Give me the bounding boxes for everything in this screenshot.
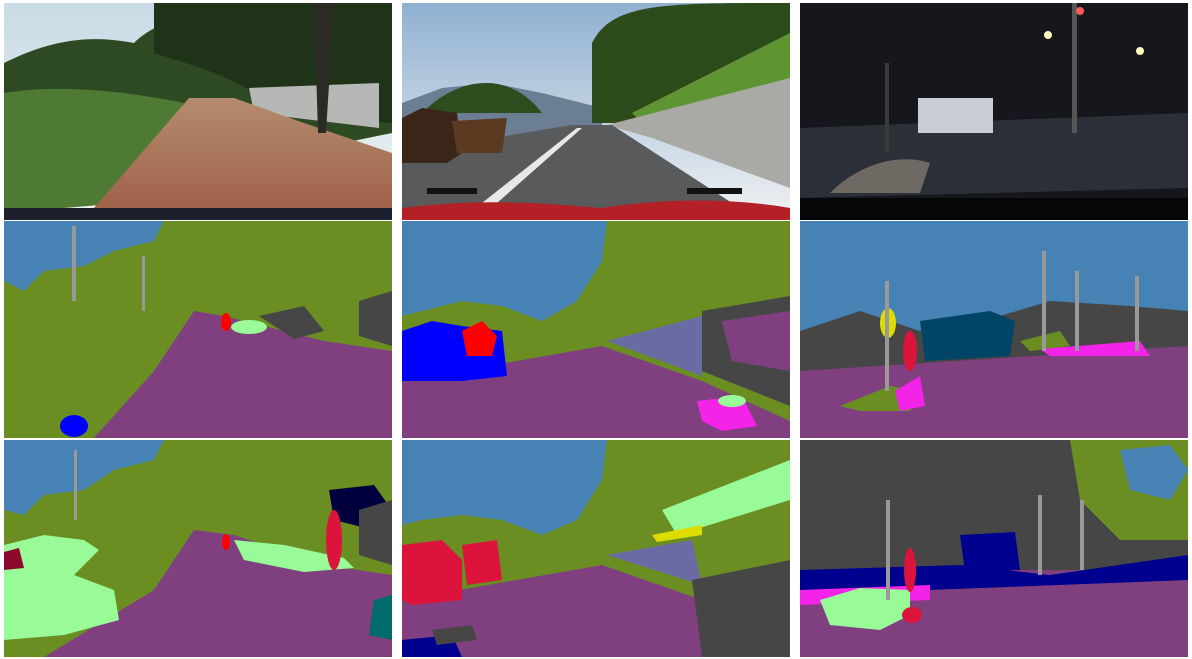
photo-dirt-road [4, 3, 392, 220]
segmentation-carriage-road-b [402, 440, 790, 657]
segmentation-night-street-a [800, 221, 1188, 438]
segmentation-carriage-road-a [402, 221, 790, 438]
segmentation-night-street-b [800, 440, 1188, 657]
segmentation-dirt-road-a [4, 221, 392, 438]
photo-night-street [800, 3, 1188, 220]
segmentation-dirt-road-b [4, 440, 392, 657]
photo-carriage-road [402, 3, 790, 220]
